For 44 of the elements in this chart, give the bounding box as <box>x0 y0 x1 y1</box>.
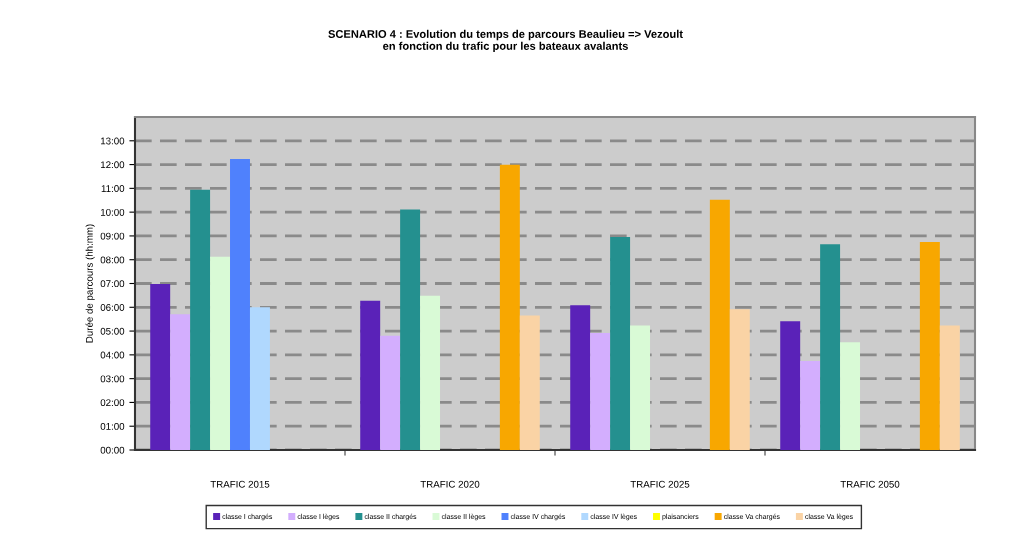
y-tick-label: 06:00 <box>100 304 125 311</box>
y-tick-label: 12:00 <box>101 161 125 169</box>
y-tick-label: 00:00 <box>100 446 125 454</box>
y-axis-title: Durée de parcours (hh:mm) <box>85 224 95 343</box>
bar <box>729 309 750 450</box>
bar <box>800 361 821 450</box>
bar <box>840 342 861 450</box>
bar <box>190 189 211 450</box>
bar <box>590 332 611 450</box>
bar <box>820 244 841 450</box>
y-tick-label: 13:00 <box>101 137 125 145</box>
y-tick-label: 04:00 <box>100 351 125 359</box>
bar <box>380 335 401 450</box>
bar <box>630 325 651 450</box>
bar <box>709 199 730 450</box>
bar <box>170 314 191 450</box>
bar <box>780 321 801 450</box>
bar <box>230 159 250 450</box>
y-tick-label: 09:00 <box>100 232 125 240</box>
bar <box>570 305 591 450</box>
x-tick-label: TRAFIC 2050 <box>840 480 900 488</box>
x-tick-label: TRAFIC 2020 <box>420 480 480 488</box>
y-tick-label: 03:00 <box>100 375 125 383</box>
y-tick-label: 05:00 <box>100 327 125 335</box>
bar <box>249 307 270 450</box>
y-tick-label: 02:00 <box>100 399 125 407</box>
x-tick-label: TRAFIC 2025 <box>630 480 690 488</box>
y-tick-label: 07:00 <box>100 280 125 288</box>
bar <box>919 241 940 450</box>
bar <box>610 236 631 450</box>
bar <box>360 300 381 450</box>
y-tick-label: 11:00 <box>101 185 125 192</box>
y-tick-label: 10:00 <box>101 208 125 216</box>
bar <box>420 295 441 450</box>
x-tick-label: TRAFIC 2015 <box>210 480 270 488</box>
chart-title: SCENARIO 4 : Evolution du temps de parcours Beaulieu => Vezoult en fonction du trafic pour les bateaux avalants <box>328 29 683 53</box>
bar <box>519 315 540 450</box>
bar <box>150 283 171 450</box>
bar <box>499 164 520 450</box>
bar <box>400 209 421 450</box>
y-tick-label: 08:00 <box>100 256 125 264</box>
bar <box>210 256 231 450</box>
y-tick-label: 01:00 <box>100 422 125 430</box>
bar <box>939 325 960 450</box>
